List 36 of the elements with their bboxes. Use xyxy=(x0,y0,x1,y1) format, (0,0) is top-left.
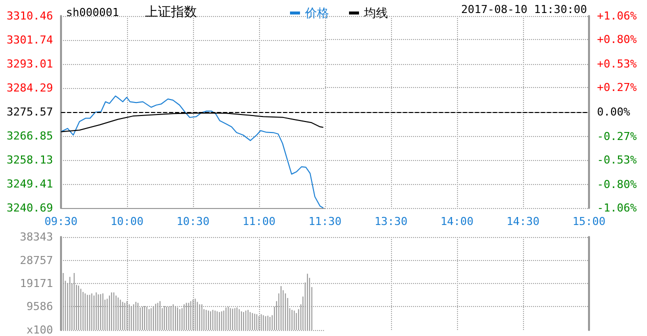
y-tick-label: 3293.01 xyxy=(6,58,53,71)
x-tick-label: 15:00 xyxy=(572,215,606,228)
x-tick-label: 11:00 xyxy=(242,215,276,228)
x-tick-label: 14:30 xyxy=(506,215,540,228)
y-tick-label: 38343 xyxy=(20,230,53,244)
y-tick-label: 3301.74 xyxy=(6,33,54,46)
x-tick-label: 09:30 xyxy=(44,215,78,228)
y-tick-label: 3249.41 xyxy=(6,178,53,191)
text: 2017-08-10 11:30:00 xyxy=(461,3,588,16)
y-tick-label: +1.06% xyxy=(597,10,638,22)
y-tick-label: 3284.29 xyxy=(6,82,53,95)
y-tick-label: 3266.85 xyxy=(6,130,53,143)
y-tick-label: 3310.46 xyxy=(6,10,53,22)
y-tick-label: -1.06% xyxy=(597,202,638,214)
y-tick-label: -0.27% xyxy=(597,130,638,143)
x-tick-label: 10:30 xyxy=(176,215,210,228)
y-tick-label: +0.80% xyxy=(597,33,638,46)
x-tick-label: 11:30 xyxy=(308,215,342,228)
y-tick-label: 9586 xyxy=(26,300,53,314)
y-tick-label: 3258.13 xyxy=(6,154,53,167)
x-tick-label: 13:30 xyxy=(374,215,408,228)
y-tick-label: 3275.57 xyxy=(6,106,53,119)
legend-label: 价格 xyxy=(304,6,329,20)
y-tick-label: 0.00% xyxy=(597,106,630,118)
x-tick-label: 10:00 xyxy=(110,215,144,228)
x-tick-label: 14:00 xyxy=(440,215,474,228)
y-tick-label: 28757 xyxy=(20,254,53,267)
chart-title: 上证指数 xyxy=(145,5,197,20)
y-tick-label: +0.53% xyxy=(597,58,638,70)
chart-subtitle: sh000001 xyxy=(66,6,119,19)
y-tick-label: +0.27% xyxy=(597,81,638,94)
y-tick-label: -0.80% xyxy=(597,178,638,191)
y-tick-label: x100 xyxy=(26,324,53,336)
y-tick-label: 19171 xyxy=(20,277,53,290)
y-tick-label: -0.53% xyxy=(597,154,638,166)
y-tick-label: 3240.69 xyxy=(6,202,53,214)
